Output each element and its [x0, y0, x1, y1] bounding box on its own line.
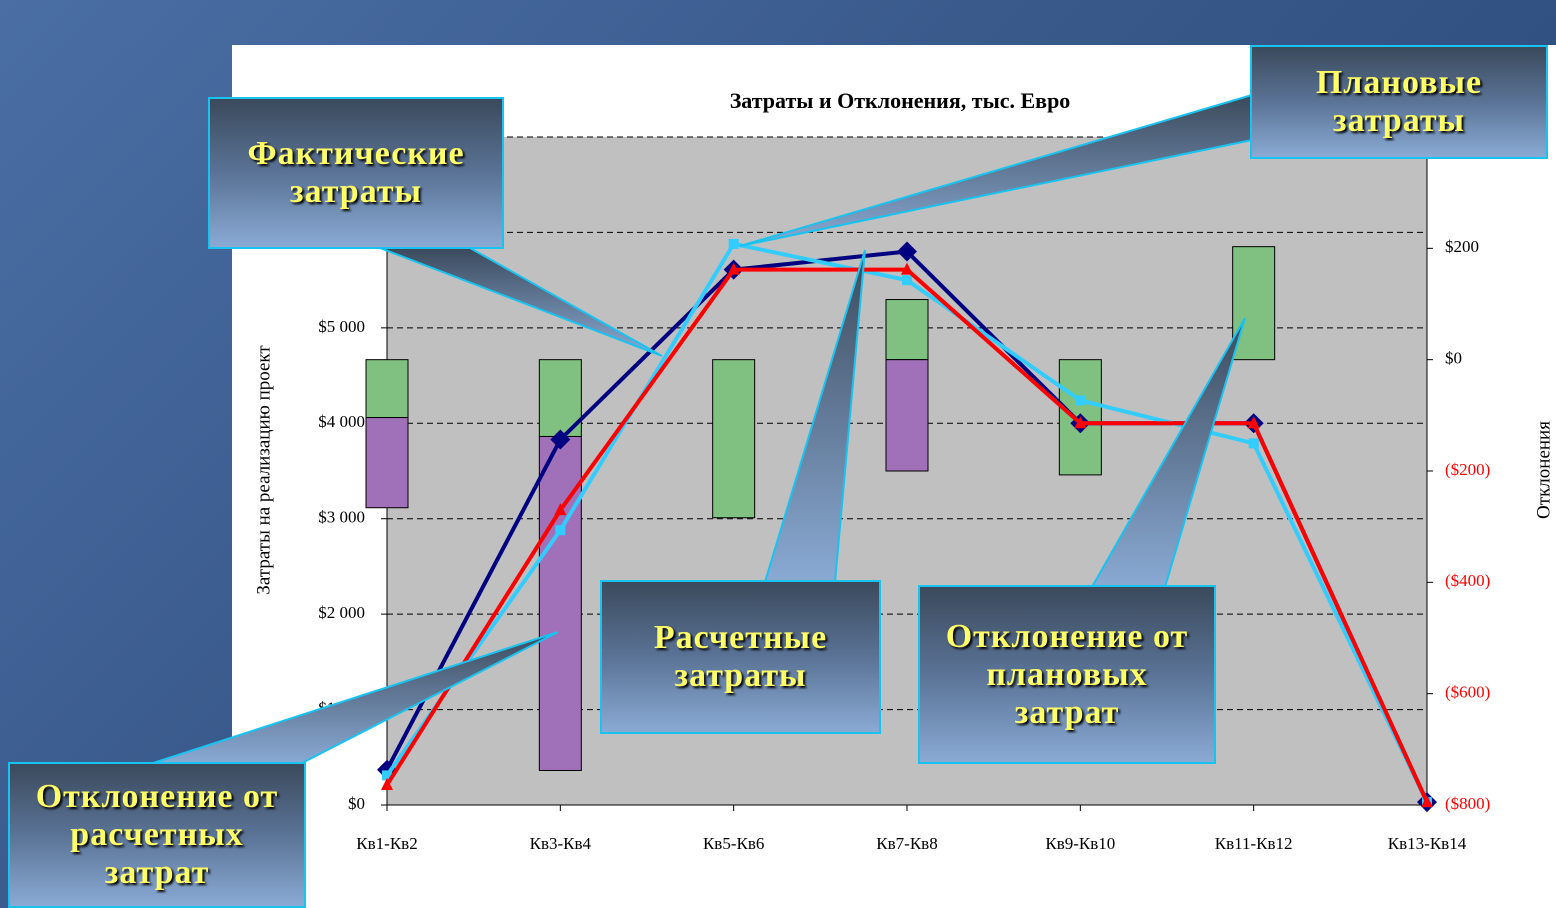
marker — [555, 525, 566, 536]
callout: Отклонение от плановых затрат — [918, 585, 1216, 764]
x-tick-label: Кв3-Кв4 — [530, 834, 592, 853]
bar — [1232, 246, 1276, 361]
bar — [712, 359, 756, 519]
y-axis-label: Затраты на реализацию проект — [253, 345, 274, 595]
y2-axis-label: Отклонения — [1533, 421, 1554, 519]
y2-tick-label: ($600) — [1445, 683, 1490, 702]
x-tick-label: Кв1-Кв2 — [356, 834, 417, 853]
marker — [1075, 395, 1086, 406]
bar — [885, 359, 929, 472]
y-tick-label: $0 — [348, 794, 365, 813]
marker — [897, 241, 917, 262]
y-tick-label: $5 000 — [318, 317, 365, 336]
chart-title: Затраты и Отклонения, тыс. Евро — [730, 88, 1071, 113]
x-tick-label: Кв5-Кв6 — [703, 834, 764, 853]
y2-tick-label: ($400) — [1445, 571, 1490, 590]
marker — [901, 262, 913, 275]
callout: Плановые затраты — [1250, 45, 1548, 159]
marker — [1248, 438, 1259, 449]
callout: Фактические затраты — [208, 97, 504, 249]
callout: Расчетные затраты — [600, 580, 881, 734]
y2-tick-label: $0 — [1445, 349, 1462, 368]
x-tick-label: Кв7-Кв8 — [876, 834, 937, 853]
marker — [1247, 416, 1260, 429]
y-tick-label: $3 000 — [318, 508, 365, 527]
y2-tick-label: ($200) — [1445, 460, 1490, 479]
marks: $0$1 000$2 000$3 000$4 000$5 000$6 000$7… — [318, 126, 1490, 853]
bar — [365, 359, 409, 419]
y2-tick-label: ($800) — [1445, 794, 1490, 813]
marker — [554, 503, 567, 516]
x-tick-label: Кв13-Кв14 — [1388, 834, 1467, 853]
y-tick-label: $2 000 — [318, 603, 365, 622]
bar — [885, 299, 929, 361]
bar — [365, 417, 409, 509]
marker — [728, 238, 739, 249]
marker — [1074, 416, 1087, 429]
y2-tick-label: $200 — [1445, 237, 1479, 256]
marker — [1421, 795, 1433, 808]
marker — [381, 777, 393, 790]
marker — [550, 429, 571, 450]
callout: Отклонение от расчетных затрат — [8, 762, 306, 908]
marker — [727, 262, 740, 275]
x-tick-label: Кв11-Кв12 — [1215, 834, 1293, 853]
marker — [382, 770, 392, 781]
y-tick-label: $4 000 — [318, 412, 365, 431]
marker — [902, 275, 912, 286]
x-tick-label: Кв9-Кв10 — [1045, 834, 1115, 853]
